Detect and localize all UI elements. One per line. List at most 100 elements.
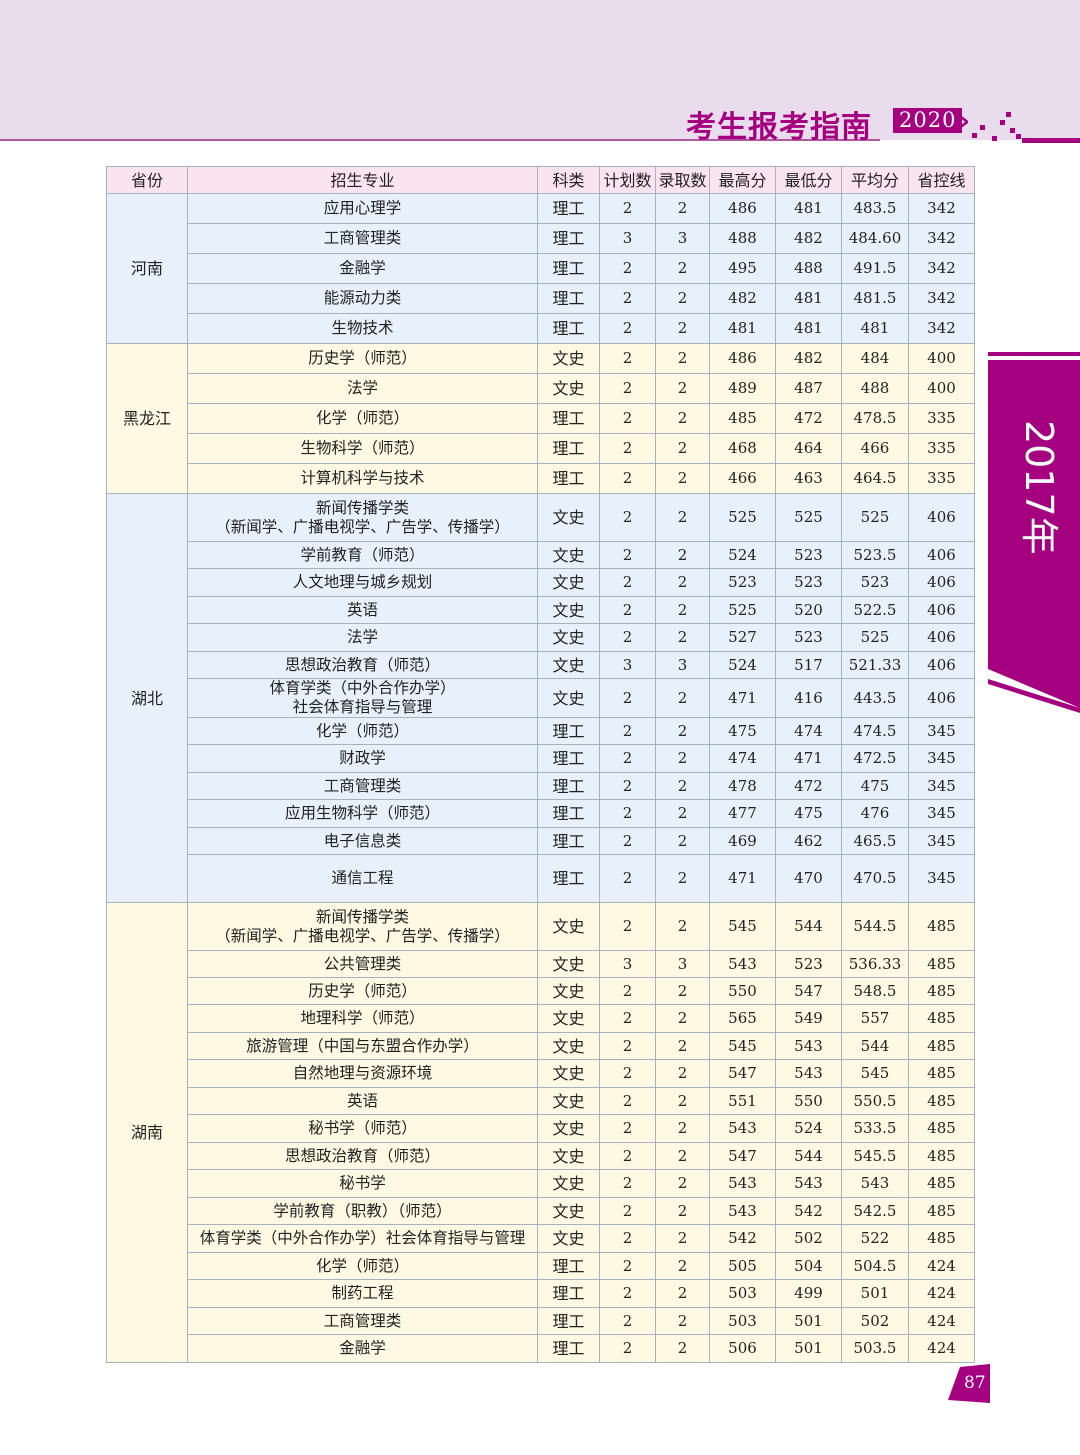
admitted-cell: 2: [655, 1114, 710, 1143]
table-row: 人文地理与城乡规划 文史 2 2 523 523 523 406: [107, 568, 975, 597]
plan-cell: 2: [599, 1252, 656, 1280]
control-line-cell: 406: [908, 541, 975, 569]
avg-score-cell: 475: [841, 772, 909, 800]
plan-cell: 3: [599, 223, 656, 254]
plan-cell: 2: [599, 1169, 656, 1198]
control-line-cell: 406: [908, 623, 975, 652]
table-row: 应用生物科学（师范） 理工 2 2 477 475 476 345: [107, 799, 975, 828]
table-row: 学前教育（师范） 文史 2 2 524 523 523.5 406: [107, 541, 975, 569]
admitted-cell: 2: [655, 717, 710, 745]
admitted-cell: 2: [655, 1059, 710, 1088]
major-cell: 应用生物科学（师范）: [187, 799, 538, 828]
avg-score-cell: 544: [841, 1032, 909, 1060]
table-row: 河南 应用心理学 理工 2 2 486 481 483.5 342: [106, 193, 975, 344]
control-line-cell: 342: [908, 283, 975, 314]
min-score-cell: 517: [775, 651, 842, 679]
control-line-cell: 485: [908, 1142, 975, 1170]
table-row: 金融学 理工 2 2 495 488 491.5 342: [107, 253, 975, 284]
year-side-tab-label: 2017年: [1017, 420, 1061, 555]
avg-score-cell: 503.5: [841, 1334, 909, 1363]
tab-stripe: [988, 360, 1080, 363]
admitted-cell: 2: [655, 1197, 710, 1225]
admitted-cell: 2: [655, 1252, 710, 1280]
plan-cell: 2: [599, 827, 656, 855]
max-score-cell: 545: [709, 1032, 776, 1060]
control-line-cell: 485: [908, 1004, 975, 1033]
avg-score-cell: 545.5: [841, 1142, 909, 1170]
min-score-cell: 543: [775, 1059, 842, 1088]
page-number-shape: [948, 1364, 990, 1403]
category-cell: 文史: [537, 568, 600, 597]
category-cell: 文史: [537, 1197, 600, 1225]
min-score-cell: 488: [775, 253, 842, 284]
category-cell: 理工: [537, 283, 600, 314]
admitted-cell: 3: [655, 950, 710, 978]
category-cell: 文史: [537, 1169, 600, 1198]
header-divider-accent: [1022, 138, 1080, 143]
province-cell: 黑龙江: [106, 343, 188, 494]
table-row: 工商管理类 理工 3 3 488 482 484.60 342: [107, 223, 975, 254]
control-line-cell: 345: [908, 827, 975, 855]
avg-score-cell: 465.5: [841, 827, 909, 855]
province-cell: 湖南: [106, 902, 188, 1363]
admitted-cell: 2: [655, 744, 710, 773]
min-score-cell: 501: [775, 1307, 842, 1335]
category-cell: 文史: [537, 623, 600, 652]
table-row: 英语 文史 2 2 551 550 550.5 485: [107, 1087, 975, 1115]
decor-dot: [1010, 128, 1015, 133]
max-score-cell: 543: [709, 1114, 776, 1143]
control-line-cell: 406: [908, 596, 975, 624]
avg-score-cell: 542.5: [841, 1197, 909, 1225]
column-header: 省份: [106, 166, 188, 194]
category-cell: 文史: [537, 596, 600, 624]
admitted-cell: 3: [655, 223, 710, 254]
plan-cell: 3: [599, 950, 656, 978]
tab-bottom-decoration: [988, 663, 1080, 713]
category-cell: 文史: [537, 1224, 600, 1253]
avg-score-cell: 502: [841, 1307, 909, 1335]
column-header: 科类: [537, 166, 600, 194]
max-score-cell: 495: [709, 253, 776, 284]
category-cell: 文史: [537, 1059, 600, 1088]
max-score-cell: 481: [709, 313, 776, 344]
control-line-cell: 424: [908, 1252, 975, 1280]
admitted-cell: 2: [655, 343, 710, 374]
category-cell: 文史: [537, 950, 600, 978]
table-row: 工商管理类 理工 2 2 478 472 475 345: [107, 772, 975, 800]
min-score-cell: 524: [775, 1114, 842, 1143]
max-score-cell: 477: [709, 799, 776, 828]
category-cell: 理工: [537, 772, 600, 800]
min-score-cell: 474: [775, 717, 842, 745]
category-cell: 文史: [537, 651, 600, 679]
admitted-cell: 2: [655, 1224, 710, 1253]
admission-score-table: 省份 招生专业 科类 计划数 录取数 最高分 最低分 平均分 省控线 河南 应用心理学 理工 2 2 48…: [106, 166, 975, 1363]
decor-dot: [980, 125, 985, 130]
max-score-cell: 565: [709, 1004, 776, 1033]
table-row: 通信工程 理工 2 2 471 470 470.5 345: [107, 854, 975, 903]
major-cell: 体育学类（中外合作办学） 社会体育指导与管理: [187, 678, 538, 718]
header-divider: [0, 139, 880, 141]
admitted-cell: 2: [655, 193, 710, 224]
min-score-cell: 523: [775, 950, 842, 978]
max-score-cell: 488: [709, 223, 776, 254]
plan-cell: 2: [599, 623, 656, 652]
min-score-cell: 481: [775, 283, 842, 314]
min-score-cell: 542: [775, 1197, 842, 1225]
major-cell: 英语: [187, 596, 538, 624]
admitted-cell: 2: [655, 1004, 710, 1033]
max-score-cell: 524: [709, 651, 776, 679]
admitted-cell: 2: [655, 568, 710, 597]
category-cell: 理工: [537, 1252, 600, 1280]
admitted-cell: 2: [655, 854, 710, 903]
control-line-cell: 406: [908, 651, 975, 679]
admitted-cell: 2: [655, 1334, 710, 1363]
major-cell: 金融学: [187, 253, 538, 284]
max-score-cell: 471: [709, 678, 776, 718]
plan-cell: 2: [599, 493, 656, 542]
max-score-cell: 525: [709, 493, 776, 542]
page-number-badge: 87: [946, 1364, 992, 1404]
category-cell: 理工: [537, 744, 600, 773]
category-cell: 理工: [537, 313, 600, 344]
table-row: 能源动力类 理工 2 2 482 481 481.5 342: [107, 283, 975, 314]
admitted-cell: 2: [655, 1142, 710, 1170]
